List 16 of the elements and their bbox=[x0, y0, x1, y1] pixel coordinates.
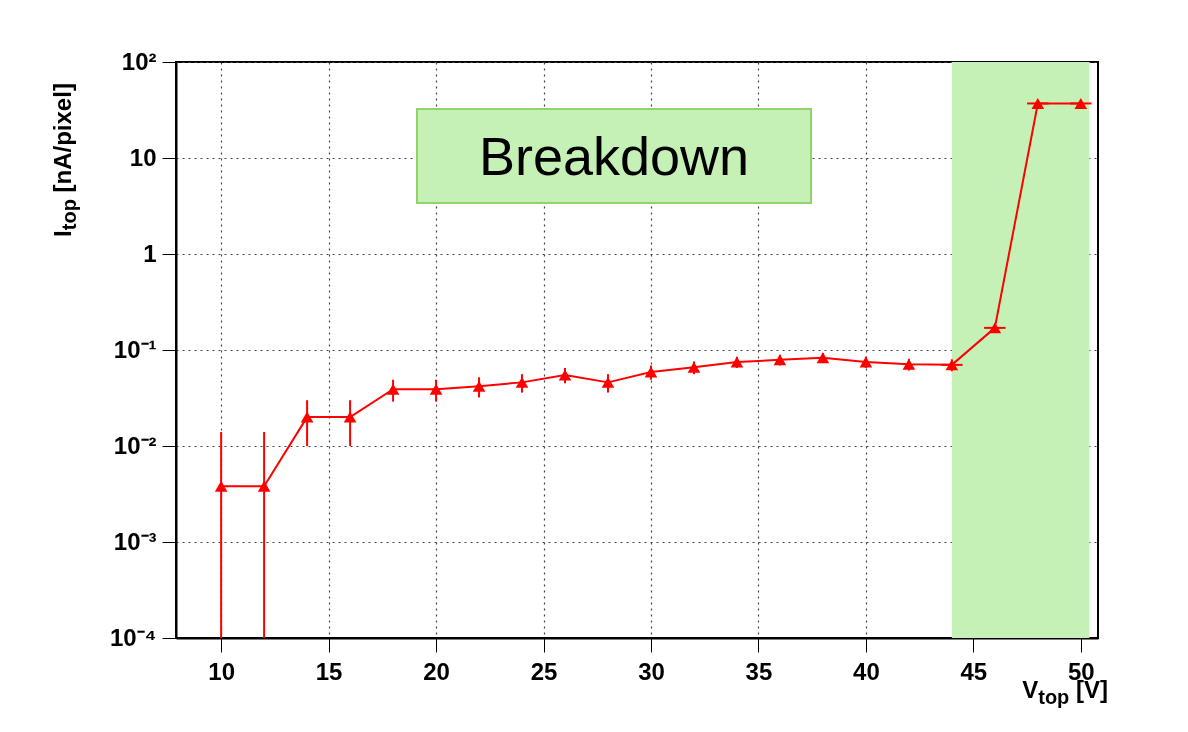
annotation: Breakdown bbox=[416, 108, 812, 204]
y-tick-label: 10 bbox=[129, 143, 157, 171]
x-tick-label: 25 bbox=[530, 657, 558, 685]
x-tick-label: 40 bbox=[853, 657, 880, 685]
x-tick-label: 20 bbox=[423, 657, 450, 685]
y-tick-label: 10⁻³ bbox=[113, 527, 157, 555]
y-tick-label: 10⁻⁴ bbox=[109, 623, 157, 651]
x-tick-label: 35 bbox=[745, 657, 773, 685]
x-tick-label: 45 bbox=[960, 657, 988, 685]
x-tick-label: 10 bbox=[208, 657, 235, 685]
y-tick-label: 10⁻² bbox=[113, 431, 157, 459]
y-tick-label: 10⁻¹ bbox=[113, 335, 157, 363]
y-tick-label: 10² bbox=[121, 47, 157, 75]
x-tick-label: 15 bbox=[315, 657, 343, 685]
y-tick-label: 1 bbox=[143, 239, 157, 267]
x-tick-label: 30 bbox=[638, 657, 665, 685]
